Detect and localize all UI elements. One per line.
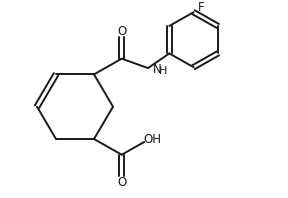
Text: H: H — [159, 66, 167, 76]
Text: O: O — [117, 25, 126, 38]
Text: F: F — [198, 1, 204, 14]
Text: N: N — [153, 63, 162, 76]
Text: OH: OH — [143, 133, 161, 147]
Text: O: O — [117, 176, 126, 189]
